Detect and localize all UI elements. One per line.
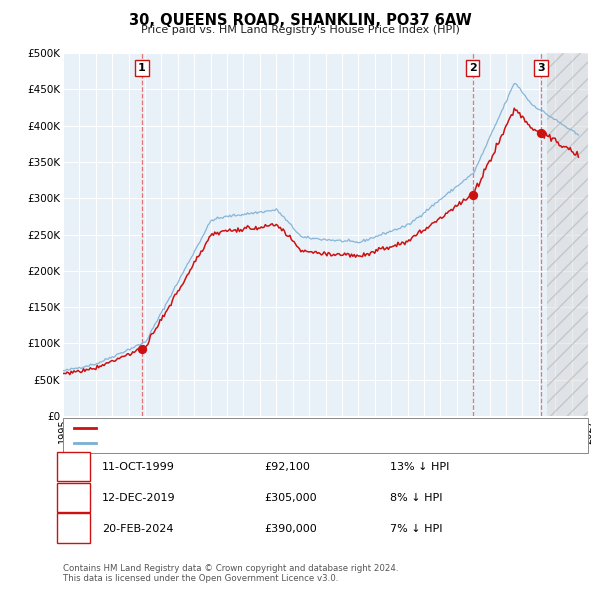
Text: £92,100: £92,100 xyxy=(264,463,310,472)
Text: 30, QUEENS ROAD, SHANKLIN, PO37 6AW: 30, QUEENS ROAD, SHANKLIN, PO37 6AW xyxy=(128,13,472,28)
Text: 30, QUEENS ROAD, SHANKLIN, PO37 6AW (detached house): 30, QUEENS ROAD, SHANKLIN, PO37 6AW (det… xyxy=(102,423,401,433)
Point xyxy=(468,190,478,199)
Bar xyxy=(547,53,588,416)
Text: Price paid vs. HM Land Registry's House Price Index (HPI): Price paid vs. HM Land Registry's House … xyxy=(140,25,460,35)
Text: 1: 1 xyxy=(70,463,77,472)
Text: 7% ↓ HPI: 7% ↓ HPI xyxy=(390,524,443,533)
Text: 3: 3 xyxy=(537,63,545,73)
Text: Contains HM Land Registry data © Crown copyright and database right 2024.
This d: Contains HM Land Registry data © Crown c… xyxy=(63,563,398,583)
Text: 3: 3 xyxy=(70,524,77,533)
Point xyxy=(137,345,146,354)
Text: £390,000: £390,000 xyxy=(264,524,317,533)
Text: HPI: Average price, detached house, Isle of Wight: HPI: Average price, detached house, Isle… xyxy=(102,438,349,448)
Text: £305,000: £305,000 xyxy=(264,493,317,503)
Text: 13% ↓ HPI: 13% ↓ HPI xyxy=(390,463,449,472)
Point xyxy=(536,128,546,137)
Text: 11-OCT-1999: 11-OCT-1999 xyxy=(102,463,175,472)
Text: 2: 2 xyxy=(70,493,77,503)
Text: 12-DEC-2019: 12-DEC-2019 xyxy=(102,493,176,503)
Text: 2: 2 xyxy=(469,63,476,73)
Text: 1: 1 xyxy=(138,63,145,73)
Text: 8% ↓ HPI: 8% ↓ HPI xyxy=(390,493,443,503)
Text: 20-FEB-2024: 20-FEB-2024 xyxy=(102,524,173,533)
